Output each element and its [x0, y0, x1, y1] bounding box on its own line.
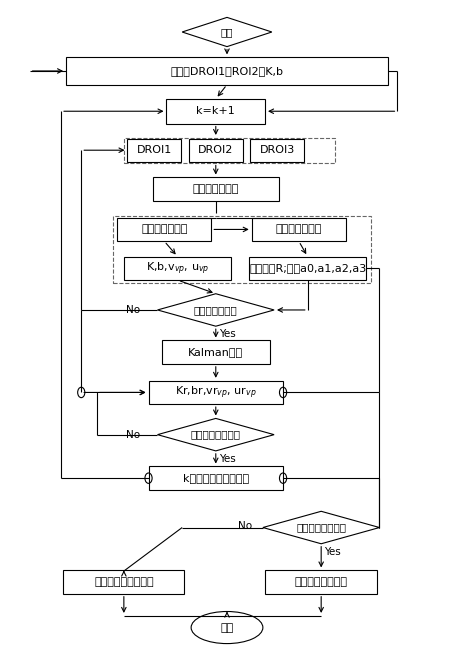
Text: 输出并画出车道线: 输出并画出车道线 — [295, 577, 348, 587]
Text: K,b,v$_{vp}$, u$_{vp}$: K,b,v$_{vp}$, u$_{vp}$ — [146, 260, 209, 276]
Text: DROI1: DROI1 — [137, 145, 172, 155]
Text: Yes: Yes — [219, 329, 235, 339]
Text: 车道线特征提取: 车道线特征提取 — [192, 184, 239, 194]
Text: 曲率半径R;系数a0,a1,a2,a3: 曲率半径R;系数a0,a1,a2,a3 — [249, 263, 366, 273]
Bar — [65, 58, 389, 84]
Bar — [148, 381, 283, 404]
Bar — [249, 257, 366, 280]
Text: 输出但不画出车道线: 输出但不画出车道线 — [94, 577, 153, 587]
Bar — [124, 138, 335, 162]
Bar — [153, 178, 279, 201]
Text: DROI2: DROI2 — [198, 145, 233, 155]
Polygon shape — [263, 512, 380, 544]
Polygon shape — [182, 18, 272, 47]
Text: No: No — [238, 521, 252, 531]
Text: k时刻车道线参数保持: k时刻车道线参数保持 — [183, 473, 249, 483]
Text: k=k+1: k=k+1 — [197, 106, 235, 116]
Text: No: No — [126, 430, 140, 440]
Ellipse shape — [191, 612, 263, 644]
Bar — [167, 99, 265, 124]
Bar — [265, 571, 377, 594]
Text: 初始化DROI1及ROI2：K,b: 初始化DROI1及ROI2：K,b — [171, 66, 283, 76]
Bar — [148, 466, 283, 490]
Bar — [128, 138, 181, 162]
Text: DROI3: DROI3 — [260, 145, 295, 155]
Text: No: No — [126, 305, 140, 315]
Bar — [162, 341, 270, 364]
Bar — [124, 257, 232, 280]
Text: 车道线直线拟合: 车道线直线拟合 — [141, 225, 188, 234]
Bar — [252, 217, 346, 241]
Text: 符合准确性判定: 符合准确性判定 — [194, 305, 237, 315]
Text: Kr,br,vr$_{vp}$, ur$_{vp}$: Kr,br,vr$_{vp}$, ur$_{vp}$ — [175, 384, 257, 401]
Text: Yes: Yes — [324, 546, 341, 557]
Bar — [189, 138, 243, 162]
Text: 符合预测校验判定: 符合预测校验判定 — [191, 430, 241, 440]
Text: 结束: 结束 — [220, 622, 234, 633]
Polygon shape — [158, 419, 274, 451]
Bar — [250, 138, 304, 162]
Bar — [113, 215, 370, 284]
Bar — [63, 571, 184, 594]
Text: 车道线曲线拟合: 车道线曲线拟合 — [276, 225, 322, 234]
Text: Kalman跟踪: Kalman跟踪 — [188, 347, 243, 357]
Text: Yes: Yes — [219, 454, 235, 464]
Bar — [117, 217, 211, 241]
Text: 符合绘画输出标准: 符合绘画输出标准 — [296, 523, 346, 533]
Polygon shape — [158, 293, 274, 326]
Text: 开始: 开始 — [221, 27, 233, 37]
